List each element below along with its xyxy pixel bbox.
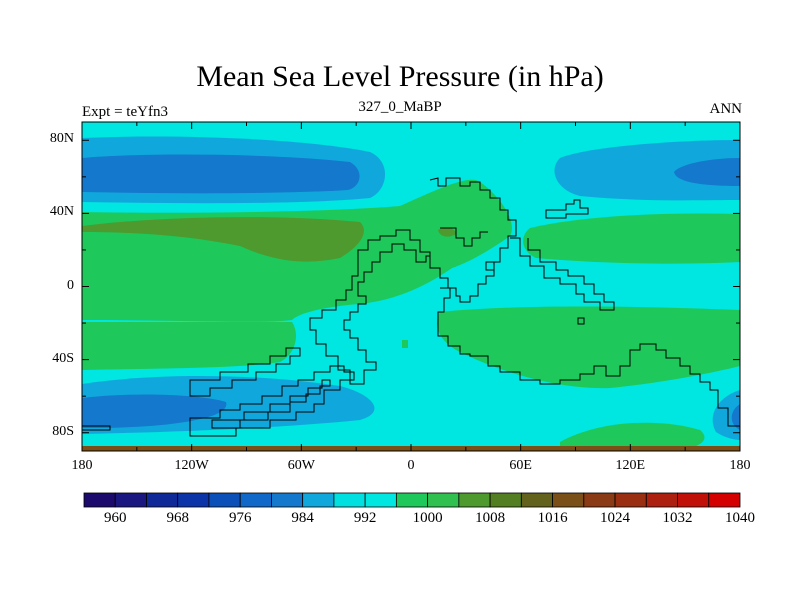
x-tick-label: 60E	[509, 458, 532, 473]
outline-island-east	[545, 199, 589, 219]
axis-ticks	[81, 122, 741, 451]
colorbar-label: 1016	[537, 510, 568, 526]
outline-south-america	[437, 287, 740, 427]
colorbar-label: 1032	[662, 510, 693, 526]
field-asia-high-core	[438, 227, 456, 237]
outline-southwest-coast	[82, 425, 111, 431]
field-small-isle-fill	[402, 340, 408, 348]
continent-outlines	[82, 177, 740, 437]
colorbar-box	[177, 492, 210, 508]
outline-ridge-central	[440, 227, 488, 247]
x-tick-label: 60W	[287, 458, 315, 473]
x-tick-label: 120W	[174, 458, 209, 473]
field-subtropical-high-north-core	[82, 217, 364, 262]
colorbar-box	[520, 492, 553, 508]
field-southern-ocean-low-east-core	[731, 404, 740, 430]
colorbar-box	[708, 492, 741, 508]
colorbar-box	[208, 492, 241, 508]
y-tick-label: 40S	[52, 350, 74, 366]
colorbar-label: 1040	[725, 510, 755, 526]
x-tick-label: 120E	[615, 458, 646, 473]
colorbar-label: 1000	[412, 510, 443, 526]
colorbar-box	[458, 492, 491, 508]
colorbar-label: 976	[228, 510, 252, 526]
colorbar-box	[333, 492, 366, 508]
colorbar-box	[146, 492, 179, 508]
y-tick-label: 80N	[49, 131, 74, 147]
contour-fields	[82, 122, 740, 451]
colorbar-box	[271, 492, 304, 508]
colorbar-box	[583, 492, 616, 508]
colorbar-label: 1024	[600, 510, 631, 526]
colorbar-box	[489, 492, 522, 508]
field-southern-ocean-low-east	[712, 390, 740, 440]
x-tick-label: 180	[71, 458, 93, 473]
y-tick-label: 80S	[52, 423, 74, 439]
colorbar-box	[614, 492, 647, 508]
field-north-pacific-low-west-core	[82, 154, 360, 194]
chart-title: Mean Sea Level Pressure (in hPa)	[196, 60, 604, 93]
colorbar-box	[364, 492, 397, 508]
colorbar-box	[239, 492, 272, 508]
x-tick-label: 0	[407, 458, 415, 473]
colorbar-label: 992	[353, 510, 377, 526]
colorbar	[83, 492, 741, 508]
colorbar-box	[427, 492, 460, 508]
outline-southern-arc-b	[211, 379, 331, 429]
field-antarctic-high	[560, 422, 705, 451]
right-subtitle: ANN	[709, 101, 743, 117]
colorbar-box	[114, 492, 147, 508]
colorbar-label: 984	[291, 510, 314, 526]
colorbar-label: 1008	[475, 510, 506, 526]
field-subtropical-high-north-asia	[523, 213, 740, 264]
outline-antarctic-peninsula	[189, 347, 301, 397]
outline-peninsula	[510, 237, 615, 311]
center-subtitle: 327_0_MaBP	[358, 99, 442, 115]
colorbar-box	[552, 492, 585, 508]
colorbar-label: 960	[103, 510, 127, 526]
outline-north-america	[309, 177, 517, 385]
field-subtropical-high-south	[436, 306, 740, 389]
colorbar-box	[302, 492, 335, 508]
x-tick-label: 180	[729, 458, 751, 473]
outline-southern-arc-a	[189, 365, 355, 437]
y-tick-label: 40N	[49, 204, 74, 220]
field-north-pacific-low-east	[554, 140, 740, 201]
field-north-pacific-low-east-core	[674, 158, 740, 186]
colorbar-box	[645, 492, 678, 508]
colorbar-box	[83, 492, 116, 508]
field-subtropical-high-south-west	[82, 322, 296, 370]
colorbar-label: 968	[166, 510, 189, 526]
colorbar-box	[395, 492, 429, 508]
colorbar-box	[677, 492, 710, 508]
outline-small-east-isle	[485, 261, 495, 271]
outline-small-isle	[577, 317, 585, 325]
y-tick-label: 0	[67, 277, 74, 293]
left-subtitle: Expt = teYfn3	[82, 104, 168, 120]
